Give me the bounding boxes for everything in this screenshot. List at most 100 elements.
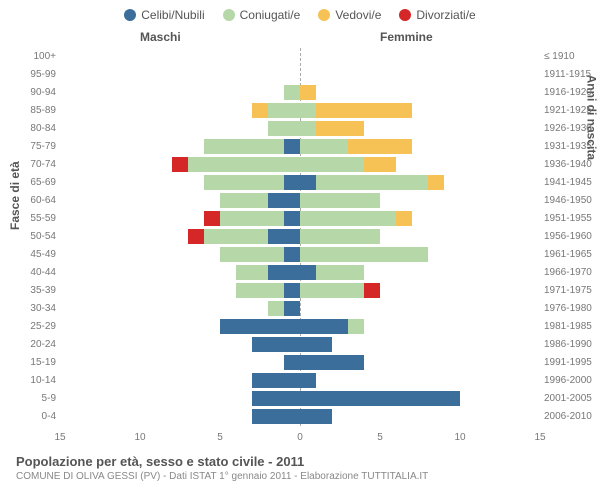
row-bars [60,49,540,64]
bar-segment-male-coniugati [220,211,284,226]
chart-container: Celibi/NubiliConiugati/eVedovi/eDivorzia… [0,0,600,500]
bar-segment-male-coniugati [204,229,268,244]
age-row: 90-941916-1920 [60,84,540,101]
age-row: 30-341976-1980 [60,300,540,317]
row-bars [60,103,540,118]
bar-segment-male-celibi [268,229,300,244]
age-label: 35-39 [20,282,56,299]
bar-segment-female-celibi [300,391,460,406]
legend-item: Coniugati/e [223,8,301,22]
row-bars [60,67,540,82]
bar-segment-male-celibi [284,211,300,226]
bar-segment-male-vedovi [252,103,268,118]
age-label: 15-19 [20,354,56,371]
birth-year-label: 1956-1960 [544,228,598,245]
bar-segment-female-coniugati [300,103,316,118]
age-row: 5-92001-2005 [60,390,540,407]
bar-segment-male-celibi [268,193,300,208]
age-row: 95-991911-1915 [60,66,540,83]
age-row: 35-391971-1975 [60,282,540,299]
row-bars [60,229,540,244]
bar-segment-male-celibi [284,175,300,190]
age-row: 10-141996-2000 [60,372,540,389]
age-label: 0-4 [20,408,56,425]
bar-segment-female-celibi [300,319,348,334]
row-bars [60,391,540,406]
age-row: 0-42006-2010 [60,408,540,425]
row-bars [60,211,540,226]
chart-footer: Popolazione per età, sesso e stato civil… [16,454,428,482]
row-bars [60,355,540,370]
header-female: Femmine [380,30,433,44]
birth-year-label: 2006-2010 [544,408,598,425]
bar-segment-male-celibi [252,373,300,388]
bar-segment-male-coniugati [268,121,300,136]
age-label: 85-89 [20,102,56,119]
bar-segment-male-celibi [252,409,300,424]
bar-segment-female-vedovi [396,211,412,226]
row-bars [60,247,540,262]
row-bars [60,283,540,298]
bar-segment-female-coniugati [300,283,364,298]
bar-segment-male-coniugati [220,193,268,208]
bar-segment-male-coniugati [188,157,300,172]
birth-year-label: 1941-1945 [544,174,598,191]
legend-item: Celibi/Nubili [124,8,204,22]
age-label: 45-49 [20,246,56,263]
bar-segment-female-coniugati [316,265,364,280]
age-row: 100+≤ 1910 [60,48,540,65]
bar-segment-male-coniugati [220,247,284,262]
x-axis: 15105051015 [60,432,540,448]
age-label: 20-24 [20,336,56,353]
bar-segment-female-celibi [300,355,364,370]
legend-item: Vedovi/e [318,8,381,22]
age-label: 40-44 [20,264,56,281]
bar-segment-male-divorziati [188,229,204,244]
age-label: 5-9 [20,390,56,407]
row-bars [60,373,540,388]
legend-swatch [318,9,330,21]
age-label: 25-29 [20,318,56,335]
row-bars [60,139,540,154]
legend-swatch [223,9,235,21]
age-label: 70-74 [20,156,56,173]
birth-year-label: 1996-2000 [544,372,598,389]
bar-segment-female-vedovi [316,121,364,136]
bar-segment-male-coniugati [204,175,284,190]
bar-segment-female-coniugati [300,229,380,244]
birth-year-label: 1981-1985 [544,318,598,335]
birth-year-label: 1911-1915 [544,66,598,83]
legend-label: Celibi/Nubili [141,8,204,22]
age-row: 25-291981-1985 [60,318,540,335]
bar-segment-male-celibi [268,265,300,280]
birth-year-label: 1931-1935 [544,138,598,155]
age-row: 45-491961-1965 [60,246,540,263]
row-bars [60,85,540,100]
bar-segment-male-coniugati [268,301,284,316]
row-bars [60,301,540,316]
birth-year-label: 1916-1920 [544,84,598,101]
x-tick-label: 5 [217,432,223,443]
age-row: 50-541956-1960 [60,228,540,245]
age-label: 75-79 [20,138,56,155]
bar-segment-female-coniugati [300,157,364,172]
bar-segment-male-coniugati [268,103,300,118]
legend-label: Vedovi/e [335,8,381,22]
bar-segment-female-celibi [300,373,316,388]
bar-segment-female-vedovi [300,85,316,100]
footer-title: Popolazione per età, sesso e stato civil… [16,454,428,469]
birth-year-label: 2001-2005 [544,390,598,407]
age-label: 65-69 [20,174,56,191]
bar-segment-female-coniugati [300,193,380,208]
bar-segment-male-celibi [252,337,300,352]
bar-segment-male-coniugati [236,265,268,280]
legend: Celibi/NubiliConiugati/eVedovi/eDivorzia… [0,0,600,22]
bar-segment-female-celibi [300,409,332,424]
age-label: 100+ [20,48,56,65]
bar-segment-male-celibi [252,391,300,406]
bar-segment-male-celibi [284,139,300,154]
bar-segment-male-celibi [284,283,300,298]
row-bars [60,409,540,424]
age-label: 90-94 [20,84,56,101]
x-tick-label: 10 [454,432,465,443]
